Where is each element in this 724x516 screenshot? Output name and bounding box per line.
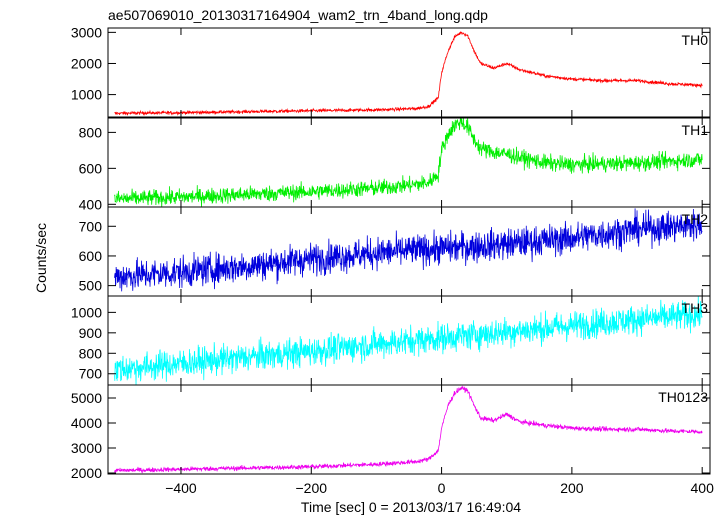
panel-th3: 700 800 900 1000 TH3	[71, 295, 711, 386]
x-axis-label: Time [sec] 0 = 2013/03/17 16:49:04	[301, 499, 521, 515]
y-tick-label: 3000	[71, 440, 102, 456]
series-line-th0	[114, 31, 703, 116]
y-tick-label: 5000	[71, 390, 102, 406]
y-tick-label: 1000	[71, 304, 102, 320]
panel-label-th2: TH2	[682, 211, 709, 227]
panel-label-th0: TH0	[682, 32, 709, 48]
panel-frame	[107, 27, 711, 118]
series-line-th3	[114, 296, 703, 385]
y-tick-label: 2000	[71, 55, 102, 71]
panel-th0123: 2000 3000 4000 5000 TH0123	[71, 384, 711, 481]
y-tick-label: 500	[79, 278, 103, 294]
x-tick-label: −200	[295, 480, 327, 496]
y-tick-label: 900	[79, 325, 103, 341]
x-tick-label: 400	[691, 480, 715, 496]
y-tick-label: 1000	[71, 87, 102, 103]
y-tick-label: 400	[79, 196, 103, 212]
x-tick-label: 200	[560, 480, 584, 496]
panel-frame	[107, 384, 711, 475]
y-tick-label: 3000	[71, 24, 102, 40]
panel-label-th0123: TH0123	[658, 389, 708, 405]
y-tick-label: 800	[79, 345, 103, 361]
series-line-th2	[114, 208, 703, 292]
y-tick-label: 600	[79, 248, 103, 264]
panel-label-th1: TH1	[682, 122, 709, 138]
y-tick-label: 2000	[71, 465, 102, 481]
x-tick-label: 0	[438, 480, 446, 496]
y-tick-label: 600	[79, 160, 103, 176]
panel-th0: 1000 2000 3000 TH0	[71, 24, 711, 118]
y-tick-label: 800	[79, 124, 103, 140]
series-line-th0123	[114, 385, 703, 474]
series-line-th1	[114, 118, 703, 207]
y-tick-label: 700	[79, 218, 103, 234]
panel-th2: 500 600 700 TH2	[79, 206, 711, 297]
y-axis-label: Counts/sec	[33, 223, 49, 293]
chart-title: ae507069010_20130317164904_wam2_trn_4ban…	[108, 7, 488, 23]
panel-label-th3: TH3	[682, 300, 709, 316]
panel-frame	[107, 206, 711, 297]
y-tick-label: 4000	[71, 415, 102, 431]
y-tick-label: 700	[79, 366, 103, 382]
panel-th1: 400 600 800 TH1	[79, 117, 711, 212]
x-tick-label: −400	[165, 480, 197, 496]
